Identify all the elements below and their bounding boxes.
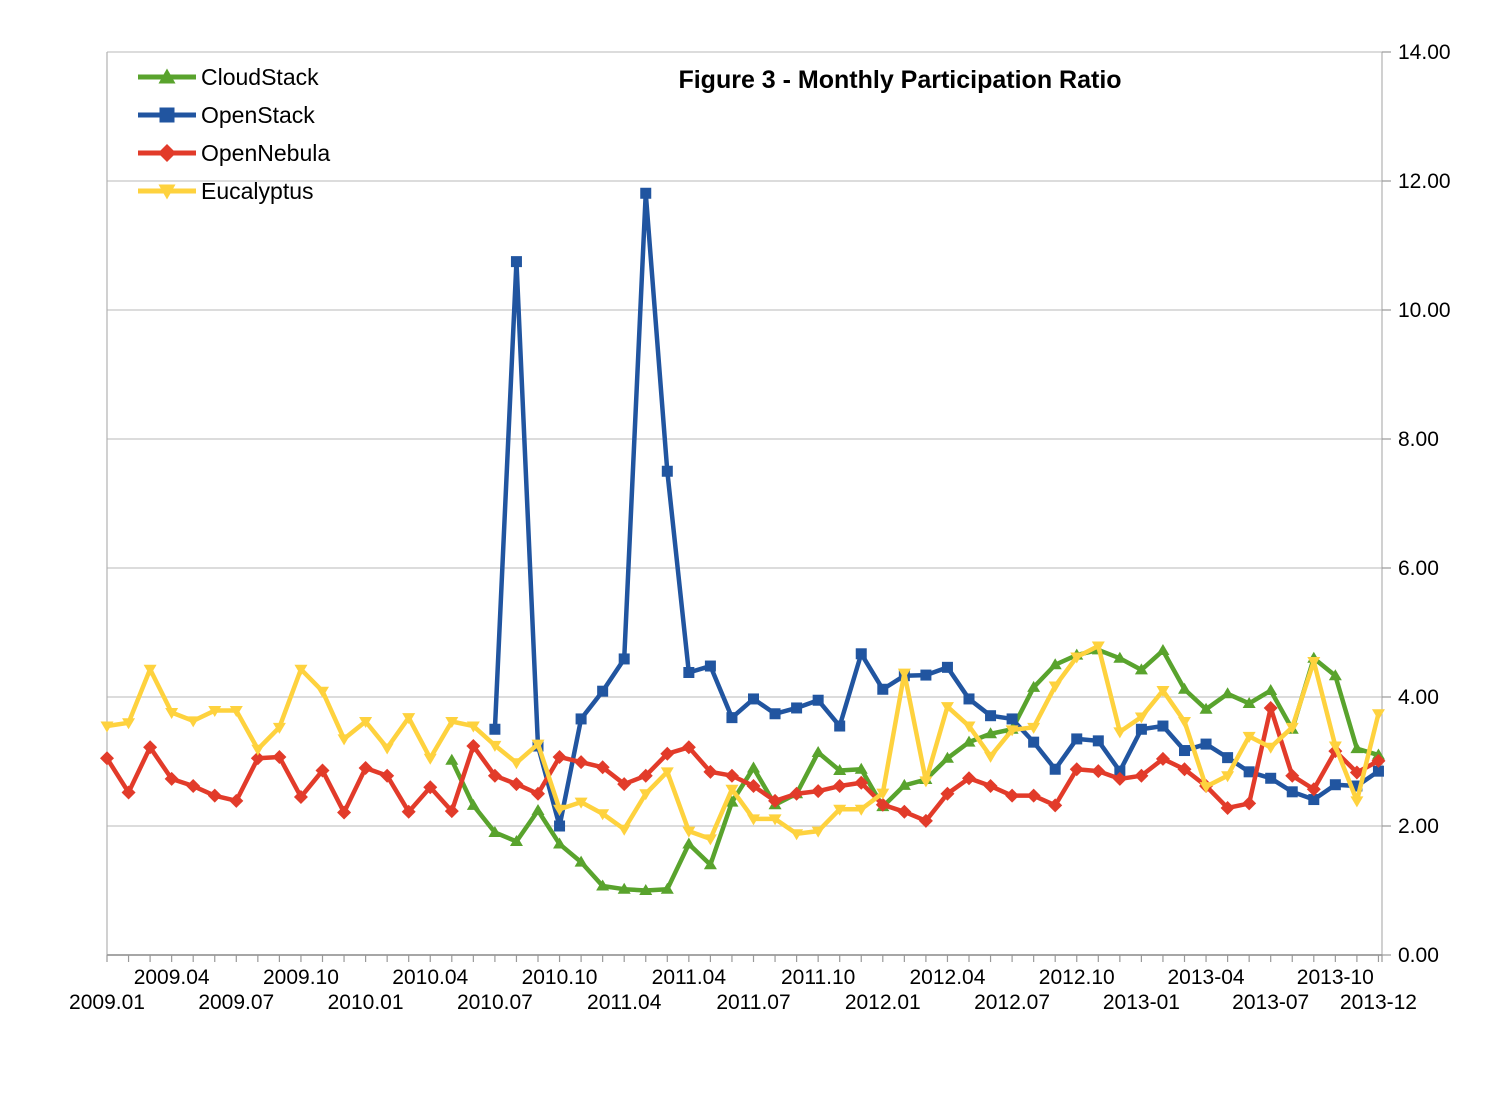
x-axis-label: 2013-12 (1340, 991, 1417, 1014)
opennebula-line-marker-icon (138, 144, 196, 162)
x-axis-label: 2009.07 (198, 991, 274, 1014)
y-axis-label: 10.00 (1398, 299, 1451, 322)
x-axis-label: 2010.04 (392, 966, 468, 989)
x-axis-label: 2013-10 (1297, 966, 1374, 989)
x-axis-label: 2011.10 (781, 966, 855, 989)
cloudstack-line-marker-icon (138, 68, 196, 84)
x-axis-label: 2013-04 (1168, 966, 1245, 989)
x-axis-label: 2013-01 (1103, 991, 1180, 1014)
x-axis-label: 2010.01 (328, 991, 404, 1014)
legend-item-eucalyptus: Eucalyptus (136, 172, 330, 210)
x-axis-label: 2009.10 (263, 966, 339, 989)
eucalyptus-line-marker-icon (138, 184, 196, 200)
legend-label: CloudStack (201, 63, 319, 90)
x-axis-label: 2011.07 (716, 991, 790, 1014)
x-axis-label: 2012.10 (1039, 966, 1115, 989)
x-axis-label: 2013-07 (1232, 991, 1309, 1014)
x-axis-label: 2012.04 (909, 966, 985, 989)
y-axis-label: 6.00 (1398, 557, 1439, 580)
x-axis-label: 2011.04 (652, 966, 727, 989)
y-axis-label: 12.00 (1398, 170, 1451, 193)
x-axis-label: 2010.10 (522, 966, 598, 989)
y-axis-label: 0.00 (1398, 944, 1439, 967)
openstack-line-marker-icon (138, 107, 196, 123)
chart-title: Figure 3 - Monthly Participation Ratio (678, 66, 1122, 94)
x-axis-label: 2011.04 (587, 991, 662, 1014)
legend-item-opennebula: OpenNebula (136, 134, 330, 172)
y-axis-label: 4.00 (1398, 686, 1439, 709)
series-eucalyptus (100, 641, 1385, 846)
x-axis-label: 2012.07 (974, 991, 1050, 1014)
legend: CloudStack OpenStack OpenNebula Eucalypt… (136, 58, 330, 210)
legend-item-openstack: OpenStack (136, 96, 330, 134)
legend-item-cloudstack: CloudStack (136, 58, 330, 96)
x-axis-label: 2009.01 (69, 991, 145, 1014)
x-axis-label: 2009.04 (134, 966, 210, 989)
y-axis-label: 14.00 (1398, 41, 1451, 64)
x-axis-label: 2010.07 (457, 991, 533, 1014)
series-opennebula (100, 700, 1386, 828)
y-axis-label: 8.00 (1398, 428, 1439, 451)
legend-label: OpenStack (201, 101, 315, 128)
legend-label: OpenNebula (201, 139, 331, 166)
legend-label: Eucalyptus (201, 177, 314, 204)
x-axis-label: 2012.01 (845, 991, 921, 1014)
y-axis-label: 2.00 (1398, 815, 1439, 838)
